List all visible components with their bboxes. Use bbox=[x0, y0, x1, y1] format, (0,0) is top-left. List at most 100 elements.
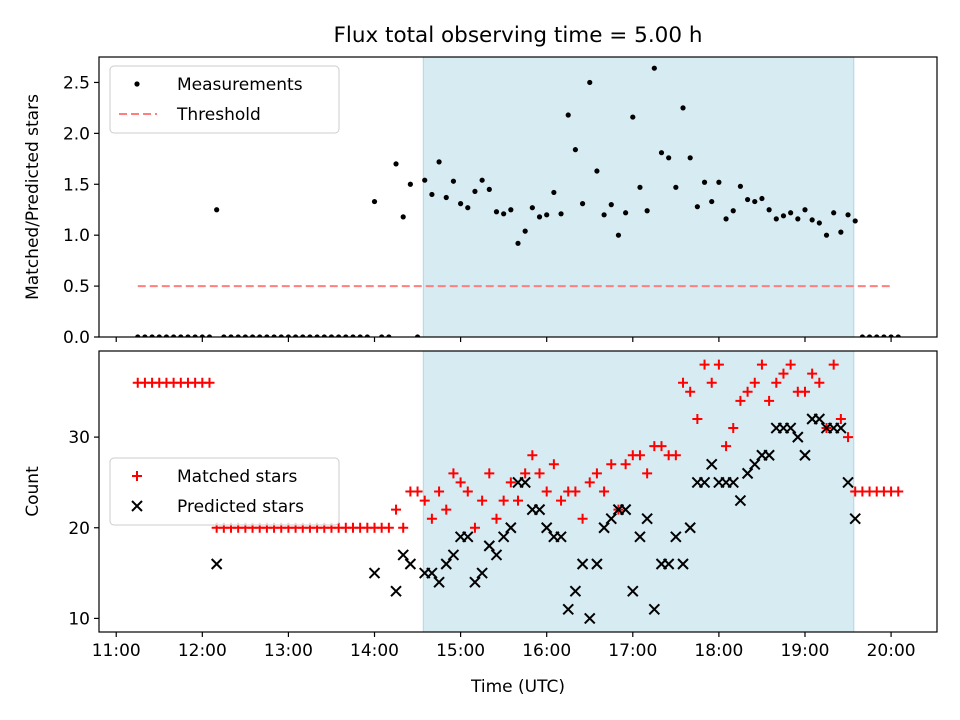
legend-box bbox=[109, 65, 340, 134]
predicted-point bbox=[555, 531, 567, 543]
predicted-point bbox=[598, 522, 610, 534]
measurement-point bbox=[694, 204, 700, 210]
measurement-point bbox=[343, 334, 349, 337]
measurement-point bbox=[156, 334, 162, 337]
matched-point bbox=[505, 477, 516, 488]
matched-point bbox=[577, 513, 588, 524]
predicted-point bbox=[469, 576, 481, 588]
measurement-point bbox=[823, 232, 830, 238]
predicted-point bbox=[842, 476, 854, 489]
matched-point bbox=[721, 441, 732, 452]
matched-point bbox=[670, 450, 681, 461]
x-tick-label: 17:00 bbox=[608, 641, 657, 661]
matched-point bbox=[548, 459, 559, 470]
measurement-point bbox=[838, 229, 844, 235]
measurement-point bbox=[809, 217, 815, 223]
predicted-point bbox=[591, 558, 603, 570]
matched-point bbox=[599, 486, 610, 497]
measurement-point bbox=[314, 334, 320, 337]
measurement-point bbox=[422, 177, 428, 183]
bottom-panel: 10 20 30 11:00 12:00 13:00 14:00 15:00 16:00 17:0… bbox=[23, 350, 938, 661]
x-tick-label: 12:00 bbox=[178, 641, 227, 661]
measurement-point bbox=[364, 334, 370, 337]
measurement-point bbox=[795, 216, 801, 222]
measurement-point bbox=[242, 334, 248, 337]
matched-point bbox=[412, 486, 423, 497]
measurement-point bbox=[866, 334, 873, 337]
measurement-point bbox=[350, 334, 356, 337]
observing-window-span bbox=[422, 350, 855, 633]
matched-point bbox=[799, 386, 810, 397]
matched-point bbox=[692, 413, 703, 424]
matched-point bbox=[541, 486, 552, 497]
predicted-point bbox=[835, 422, 847, 434]
matched-point bbox=[685, 386, 696, 397]
y-tick-label: 1.0 bbox=[63, 226, 90, 246]
predicted-point bbox=[734, 494, 747, 507]
matched-point bbox=[204, 377, 215, 388]
legend-marker bbox=[131, 500, 143, 512]
matched-point bbox=[491, 513, 502, 524]
x-tick-label: 15:00 bbox=[436, 641, 485, 661]
measurement-point bbox=[831, 210, 837, 216]
measurement-point bbox=[515, 240, 521, 246]
matched-point bbox=[828, 359, 839, 370]
legend-label: Measurements bbox=[177, 75, 303, 95]
predicted-point bbox=[670, 531, 682, 543]
legend-box bbox=[109, 457, 340, 526]
predicted-point bbox=[799, 449, 811, 461]
predicted-point bbox=[698, 476, 711, 489]
measurement-point bbox=[458, 201, 464, 207]
predicted-point bbox=[749, 458, 761, 471]
predicted-point bbox=[519, 476, 531, 489]
measurement-point bbox=[221, 334, 227, 337]
measurement-point bbox=[579, 201, 586, 207]
measurement-point bbox=[379, 334, 385, 337]
predicted-point bbox=[433, 576, 445, 588]
y-tick-label: 0.5 bbox=[63, 277, 90, 297]
matched-point bbox=[498, 495, 509, 506]
predicted-point bbox=[792, 431, 804, 443]
measurement-point bbox=[802, 207, 808, 213]
matched-point bbox=[426, 513, 437, 524]
measurement-point bbox=[472, 188, 478, 194]
measurement-point bbox=[587, 79, 593, 86]
measurement-point bbox=[292, 334, 299, 337]
predicted-point bbox=[426, 567, 438, 579]
matched-point bbox=[835, 413, 846, 424]
matched-point bbox=[434, 486, 445, 497]
measurement-point bbox=[393, 161, 399, 167]
y-tick-label: 20 bbox=[68, 519, 90, 539]
matched-point bbox=[419, 495, 430, 506]
predicted-point bbox=[648, 603, 661, 616]
measurement-point bbox=[766, 207, 772, 213]
matched-point bbox=[391, 504, 402, 515]
measurement-point bbox=[572, 147, 578, 153]
matched-point bbox=[756, 359, 767, 370]
predicted-point bbox=[727, 476, 739, 489]
predicted-point bbox=[784, 422, 797, 434]
measurement-point bbox=[307, 334, 313, 337]
measurement-point bbox=[508, 207, 514, 213]
measurement-point bbox=[773, 216, 779, 222]
predicted-point bbox=[627, 585, 639, 597]
measurement-point bbox=[752, 198, 758, 205]
predicted-point bbox=[447, 549, 460, 561]
predicted-point bbox=[584, 612, 596, 625]
predicted-point bbox=[505, 522, 517, 534]
y-tick-label: 0.0 bbox=[63, 328, 90, 348]
matched-point bbox=[764, 395, 775, 406]
measurement-point bbox=[407, 181, 413, 187]
measurement-point bbox=[816, 220, 822, 226]
measurement-point bbox=[673, 184, 679, 190]
matched-point bbox=[477, 495, 488, 506]
measurement-point bbox=[709, 198, 715, 205]
matched-point bbox=[455, 477, 466, 488]
matched-point bbox=[749, 377, 760, 388]
measurement-point bbox=[371, 198, 378, 205]
measurement-point bbox=[594, 168, 600, 174]
matched-point bbox=[699, 359, 710, 370]
predicted-point bbox=[641, 512, 653, 525]
measurement-point bbox=[888, 334, 894, 337]
matched-point bbox=[469, 522, 480, 533]
